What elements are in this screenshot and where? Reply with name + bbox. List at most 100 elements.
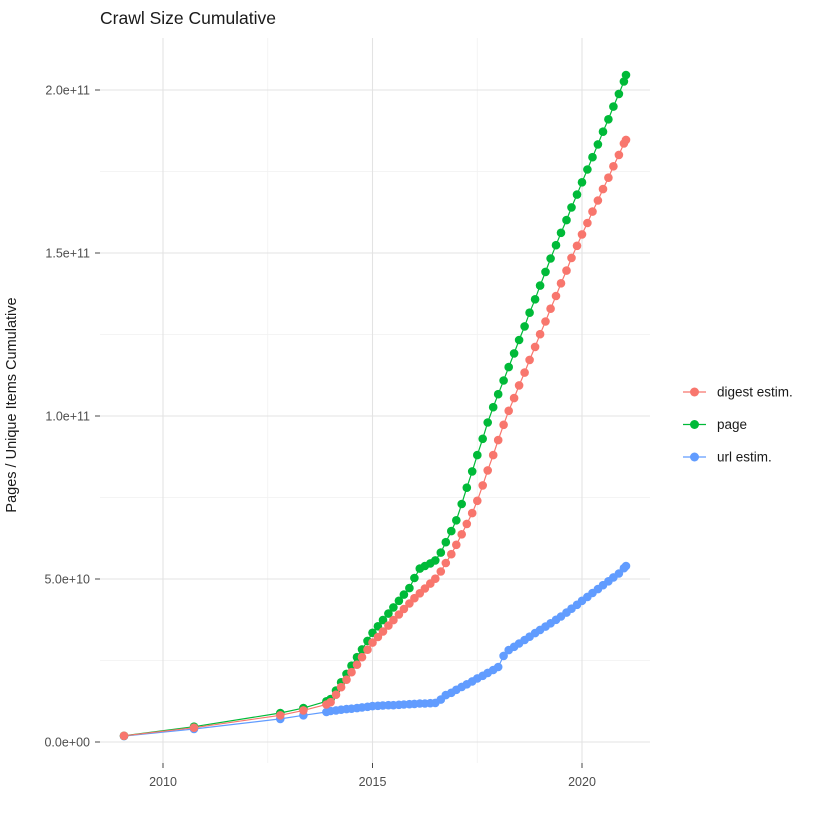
data-point-digest-estim [336, 682, 346, 692]
data-point-digest-estim [384, 621, 393, 630]
data-point-page [457, 499, 467, 509]
data-point-digest-estim [189, 723, 199, 732]
data-point-digest-estim [363, 645, 372, 654]
data-point-digest-estim [352, 660, 362, 669]
data-point-digest-estim [331, 690, 341, 699]
x-axis-tick-label: 2015 [359, 775, 387, 789]
data-point-digest-estim [399, 604, 409, 614]
data-point-page [593, 140, 603, 149]
data-point-page [478, 434, 488, 444]
data-point-page [535, 281, 545, 290]
data-point-digest-estim [520, 368, 529, 377]
data-point-page [583, 165, 592, 174]
data-point-page [389, 603, 398, 612]
legend-label-page: page [717, 417, 747, 432]
data-point-digest-estim [276, 711, 285, 720]
data-point-digest-estim [478, 481, 488, 490]
data-point-page [441, 537, 451, 547]
data-point-digest-estim [530, 342, 540, 352]
chart-title: Crawl Size Cumulative [100, 8, 276, 28]
data-series-layer [119, 70, 631, 741]
data-point-digest-estim [509, 393, 519, 403]
data-point-page [452, 516, 461, 525]
data-point-digest-estim [562, 266, 571, 275]
data-point-page [598, 127, 608, 136]
data-point-digest-estim [567, 253, 576, 263]
legend-item-url-estim: url estim. [683, 450, 772, 465]
data-point-page [436, 548, 446, 557]
legend-label-url-estim: url estim. [717, 450, 772, 465]
data-point-digest-estim [299, 706, 308, 715]
data-point-digest-estim [378, 627, 388, 636]
data-point-page [399, 590, 409, 599]
data-point-digest-estim [342, 675, 351, 684]
legend-key-dot-page [690, 420, 699, 429]
data-point-page [551, 240, 561, 250]
data-point-digest-estim [504, 406, 513, 416]
series-url-estim [119, 561, 631, 741]
data-point-page [572, 190, 582, 199]
data-point-page [410, 573, 419, 583]
data-point-page [541, 267, 550, 277]
x-axis-tick-label: 2010 [149, 775, 177, 789]
legend-key-dot-digest-estim [690, 387, 699, 397]
y-axis-tick-label: 0.0e+00 [44, 736, 90, 750]
grid-major-lines [100, 38, 650, 763]
data-point-digest-estim [441, 558, 451, 568]
data-point-digest-estim [347, 667, 356, 677]
data-point-digest-estim [467, 508, 477, 518]
y-axis-tick-label: 1.0e+11 [45, 410, 90, 424]
data-point-digest-estim [593, 196, 603, 205]
y-axis-tick-label: 2.0e+11 [45, 84, 90, 98]
data-point-digest-estim [452, 540, 461, 550]
data-point-digest-estim [389, 615, 398, 625]
series-line-url-estim [123, 565, 627, 737]
data-point-page [556, 228, 566, 238]
data-point-digest-estim [583, 218, 592, 228]
data-point-digest-estim [394, 610, 404, 619]
data-point-digest-estim [621, 135, 631, 145]
data-point-page [520, 322, 529, 331]
data-point-page [467, 467, 477, 476]
legend-label-digest-estim: digest estim. [717, 385, 793, 400]
axis-layer: 0.0e+00 5.0e+10 1.0e+11 1.5e+11 2.0e+11 2010 2… [44, 84, 595, 790]
data-point-digest-estim [598, 184, 608, 194]
data-point-page [546, 254, 555, 263]
data-point-digest-estim [373, 632, 383, 642]
data-point-digest-estim [514, 381, 524, 390]
data-point-page [493, 389, 503, 399]
data-point-page [447, 526, 456, 536]
data-point-page [483, 418, 493, 427]
data-point-page [509, 349, 519, 358]
data-point-page [530, 295, 540, 304]
data-point-digest-estim [577, 230, 587, 239]
data-point-digest-estim [572, 241, 582, 251]
data-point-page [473, 450, 482, 460]
data-point-digest-estim [326, 697, 335, 707]
data-point-page [504, 362, 513, 372]
data-point-digest-estim [436, 567, 446, 576]
data-point-page [499, 376, 508, 385]
data-point-url-estim [499, 651, 508, 661]
y-axis-title: Pages / Unique Items Cumulative [4, 297, 20, 512]
data-point-digest-estim [614, 150, 624, 160]
data-point-page [577, 178, 587, 187]
data-point-digest-estim [551, 291, 561, 301]
data-point-digest-estim [473, 496, 482, 506]
data-point-url-estim [493, 662, 503, 672]
data-point-digest-estim [368, 638, 377, 647]
data-point-digest-estim [546, 304, 555, 314]
data-point-digest-estim [525, 355, 534, 365]
data-point-page [488, 402, 498, 412]
series-line-digest-estim [123, 139, 627, 737]
data-point-digest-estim [499, 420, 508, 430]
legend: digest estim. page url estim. [683, 385, 793, 465]
data-point-page [462, 483, 472, 493]
series-digest-estim [119, 135, 631, 741]
data-point-digest-estim [604, 173, 613, 182]
legend-item-digest-estim: digest estim. [683, 385, 793, 400]
data-point-digest-estim [493, 435, 503, 445]
data-point-page [567, 203, 576, 212]
data-point-page [384, 609, 393, 618]
